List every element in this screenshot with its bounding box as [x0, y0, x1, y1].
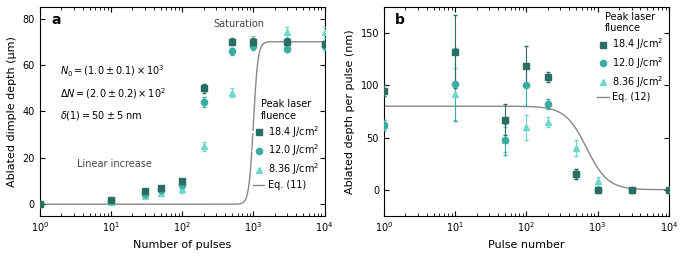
- Y-axis label: Ablated depth per pulse (nm): Ablated depth per pulse (nm): [345, 29, 355, 194]
- Text: $\delta(1) = 50 \pm 5$ nm: $\delta(1) = 50 \pm 5$ nm: [60, 109, 142, 122]
- Legend: 18.4 J/cm$^2$, 12.0 J/cm$^2$, 8.36 J/cm$^2$, Eq. (12): 18.4 J/cm$^2$, 12.0 J/cm$^2$, 8.36 J/cm$…: [597, 12, 664, 103]
- Text: b: b: [395, 13, 406, 27]
- Text: Linear increase: Linear increase: [77, 159, 151, 169]
- Text: $\Delta N = (2.0 \pm 0.2) \times 10^2$: $\Delta N = (2.0 \pm 0.2) \times 10^2$: [60, 86, 166, 101]
- Legend: 18.4 J/cm$^2$, 12.0 J/cm$^2$, 8.36 J/cm$^2$, Eq. (11): 18.4 J/cm$^2$, 12.0 J/cm$^2$, 8.36 J/cm$…: [253, 99, 320, 190]
- Text: a: a: [51, 13, 61, 27]
- X-axis label: Pulse number: Pulse number: [488, 240, 564, 250]
- X-axis label: Number of pulses: Number of pulses: [133, 240, 232, 250]
- Y-axis label: Ablated dimple depth (µm): Ablated dimple depth (µm): [7, 36, 17, 187]
- Text: $N_0 = (1.0 \pm 0.1) \times 10^3$: $N_0 = (1.0 \pm 0.1) \times 10^3$: [60, 63, 164, 79]
- Text: Saturation: Saturation: [214, 20, 264, 30]
